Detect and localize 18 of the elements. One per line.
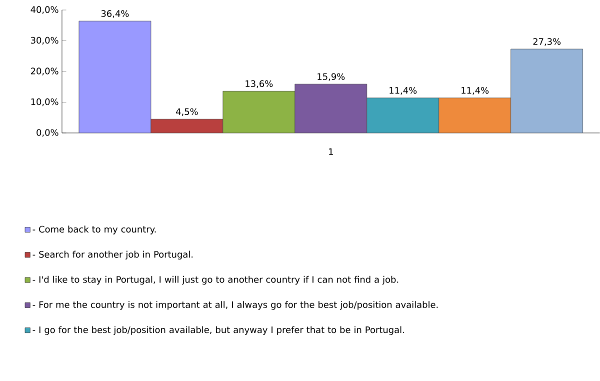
y-tick-label: 20,0% [30,68,58,76]
legend-label: - Search for another job in Portugal. [32,250,193,260]
data-label: 11,4% [390,87,417,95]
legend-label: - I'd like to stay in Portugal, I will just go to another country if I can not find a job. [32,276,398,285]
x-tick-label: 1 [329,148,333,155]
legend-label: - For me the country is not important at all, I always go for the best job/position available. [32,301,438,310]
data-label: 13,6% [246,80,273,88]
data-label: 27,3% [533,38,561,46]
data-label: 36,4% [101,10,129,18]
data-label: 4,5% [176,108,198,116]
legend-label: - Come back to my country. [32,226,156,234]
legend-label: - I go for the best job/position available, but anyway I prefer that to be in Portugal. [32,326,404,335]
y-tick-label: 40,0% [30,6,58,14]
data-label: 15,9% [318,73,345,81]
y-tick-label: 30,0% [31,36,58,45]
y-tick-label: 10,0% [31,98,58,106]
y-tick-label: 0,0% [36,129,58,137]
data-label: 11,4% [462,87,489,95]
